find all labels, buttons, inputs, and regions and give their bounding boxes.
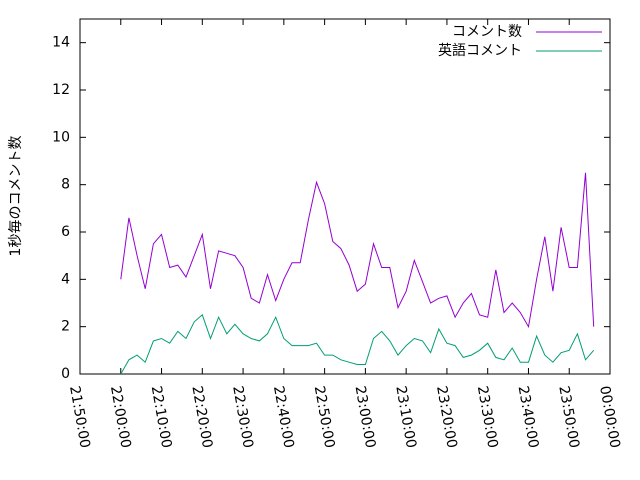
x-tick-label: 22:50:00: [311, 385, 338, 450]
x-tick-label: 23:40:00: [515, 385, 542, 450]
legend-label: 英語コメント: [438, 42, 522, 59]
x-tick-label: 21:50:00: [66, 385, 93, 450]
y-axis-label: 1秒毎のコメント数: [8, 136, 24, 257]
y-tick-label: 4: [61, 271, 70, 287]
y-tick-label: 12: [52, 82, 70, 98]
y-tick-label: 2: [61, 319, 70, 335]
x-tick-label: 22:40:00: [270, 385, 297, 450]
y-tick-label: 8: [61, 177, 70, 193]
y-tick-label: 0: [61, 366, 70, 382]
x-tick-label: 22:20:00: [188, 385, 215, 450]
series-line: [120, 172, 595, 329]
plot-border: [79, 18, 611, 375]
x-tick-label: 23:10:00: [392, 385, 419, 450]
legend-label: コメント数: [452, 24, 522, 40]
x-tick-label: 22:30:00: [229, 385, 256, 450]
y-tick-label: 14: [52, 35, 70, 51]
x-tick-label: 00:00:00: [596, 385, 623, 450]
y-tick-label: 10: [52, 129, 70, 145]
y-tick-label: 6: [61, 224, 70, 240]
x-tick-label: 23:00:00: [352, 385, 379, 450]
x-tick-label: 23:30:00: [474, 385, 501, 450]
x-tick-label: 23:50:00: [555, 385, 582, 450]
series-line: [120, 313, 595, 375]
x-tick-label: 22:00:00: [107, 385, 134, 450]
x-tick-label: 23:20:00: [433, 385, 460, 450]
x-tick-label: 22:10:00: [148, 385, 175, 450]
